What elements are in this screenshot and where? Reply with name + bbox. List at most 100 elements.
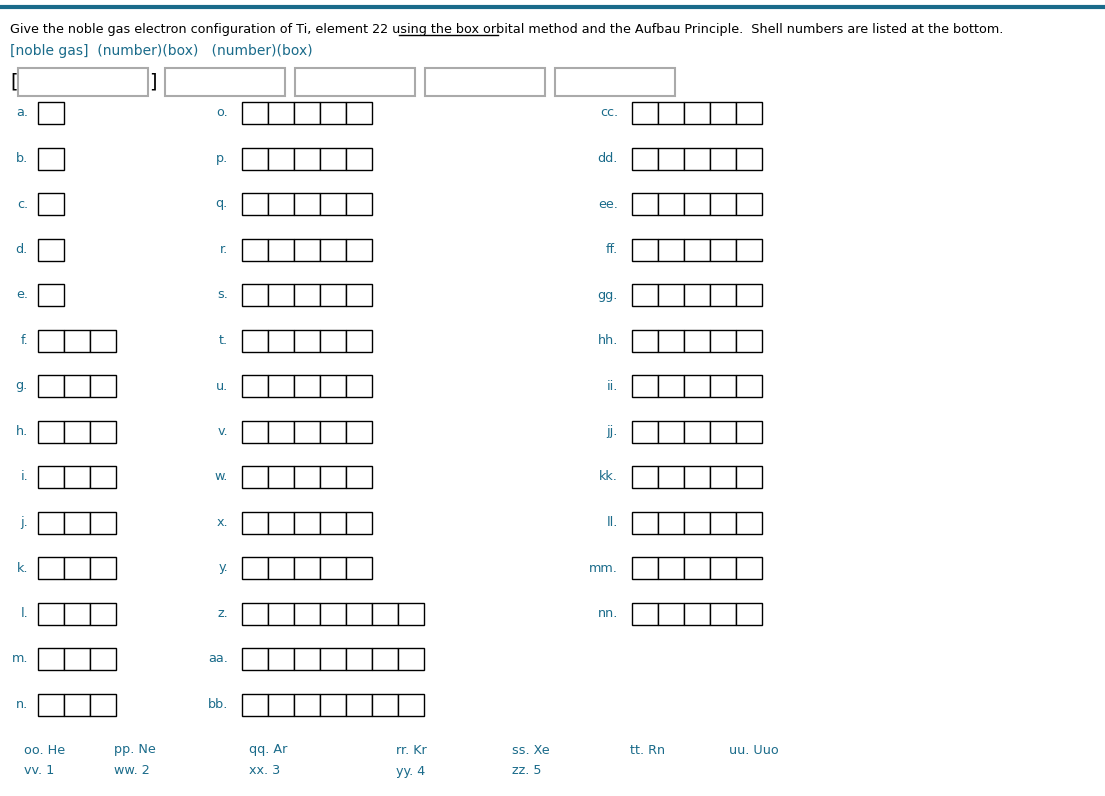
- Bar: [736, 239, 762, 260]
- Bar: [38, 603, 64, 625]
- Text: i.: i.: [20, 470, 28, 483]
- Text: ii.: ii.: [607, 380, 618, 392]
- Bar: [657, 375, 684, 397]
- Bar: [346, 330, 372, 352]
- Bar: [18, 68, 148, 96]
- Bar: [294, 693, 320, 716]
- Bar: [320, 557, 346, 579]
- Bar: [269, 648, 294, 670]
- Bar: [711, 557, 736, 579]
- Bar: [320, 330, 346, 352]
- Text: e.: e.: [15, 288, 28, 302]
- Text: w.: w.: [214, 470, 228, 483]
- Bar: [38, 239, 64, 260]
- Text: f.: f.: [20, 334, 28, 347]
- Bar: [64, 512, 90, 533]
- Bar: [346, 603, 372, 625]
- Bar: [269, 603, 294, 625]
- Bar: [736, 375, 762, 397]
- Bar: [294, 193, 320, 215]
- Bar: [684, 420, 711, 443]
- Text: zz. 5: zz. 5: [512, 764, 541, 778]
- Text: bb.: bb.: [208, 698, 228, 711]
- Bar: [346, 375, 372, 397]
- Text: tt. Rn: tt. Rn: [630, 743, 665, 756]
- Text: l.: l.: [20, 607, 28, 620]
- Bar: [684, 512, 711, 533]
- Text: oo. He: oo. He: [24, 743, 65, 756]
- Bar: [684, 603, 711, 625]
- Text: dd.: dd.: [598, 152, 618, 165]
- Bar: [165, 68, 285, 96]
- Bar: [657, 512, 684, 533]
- Bar: [294, 102, 320, 124]
- Bar: [684, 557, 711, 579]
- Text: b.: b.: [15, 152, 28, 165]
- Text: p.: p.: [215, 152, 228, 165]
- Bar: [294, 648, 320, 670]
- Bar: [320, 193, 346, 215]
- Bar: [684, 330, 711, 352]
- Bar: [320, 466, 346, 488]
- Bar: [242, 330, 269, 352]
- Text: jj.: jj.: [607, 425, 618, 438]
- Bar: [684, 239, 711, 260]
- Text: y.: y.: [219, 561, 228, 575]
- Bar: [38, 693, 64, 716]
- Bar: [657, 330, 684, 352]
- Text: o.: o.: [217, 107, 228, 119]
- Bar: [320, 693, 346, 716]
- Text: j.: j.: [20, 516, 28, 529]
- Bar: [38, 330, 64, 352]
- Bar: [632, 512, 657, 533]
- Text: ss. Xe: ss. Xe: [512, 743, 549, 756]
- Bar: [242, 375, 269, 397]
- Text: a.: a.: [15, 107, 28, 119]
- Bar: [711, 330, 736, 352]
- Bar: [346, 512, 372, 533]
- Bar: [346, 193, 372, 215]
- Bar: [346, 102, 372, 124]
- Bar: [38, 466, 64, 488]
- Text: ww. 2: ww. 2: [114, 764, 149, 778]
- Bar: [632, 330, 657, 352]
- Bar: [684, 147, 711, 170]
- Bar: [657, 147, 684, 170]
- Bar: [242, 466, 269, 488]
- Bar: [736, 284, 762, 306]
- Bar: [632, 466, 657, 488]
- Bar: [632, 193, 657, 215]
- Bar: [372, 648, 398, 670]
- Bar: [38, 147, 64, 170]
- Bar: [632, 239, 657, 260]
- Bar: [64, 466, 90, 488]
- Bar: [294, 420, 320, 443]
- Text: pp. Ne: pp. Ne: [114, 743, 156, 756]
- Bar: [736, 557, 762, 579]
- Text: mm.: mm.: [589, 561, 618, 575]
- Bar: [372, 693, 398, 716]
- Text: t.: t.: [219, 334, 228, 347]
- Text: r.: r.: [220, 243, 228, 256]
- Bar: [736, 330, 762, 352]
- Bar: [269, 375, 294, 397]
- Text: ee.: ee.: [598, 197, 618, 210]
- Bar: [398, 693, 424, 716]
- Bar: [242, 693, 269, 716]
- Text: nn.: nn.: [598, 607, 618, 620]
- Bar: [711, 603, 736, 625]
- Bar: [90, 557, 116, 579]
- Bar: [632, 375, 657, 397]
- Bar: [269, 147, 294, 170]
- Bar: [295, 68, 415, 96]
- Bar: [294, 330, 320, 352]
- Bar: [64, 603, 90, 625]
- Bar: [269, 193, 294, 215]
- Text: [: [: [10, 72, 18, 92]
- Bar: [346, 420, 372, 443]
- Text: aa.: aa.: [208, 653, 228, 665]
- Bar: [657, 603, 684, 625]
- Text: d.: d.: [15, 243, 28, 256]
- Text: s.: s.: [217, 288, 228, 302]
- Bar: [269, 102, 294, 124]
